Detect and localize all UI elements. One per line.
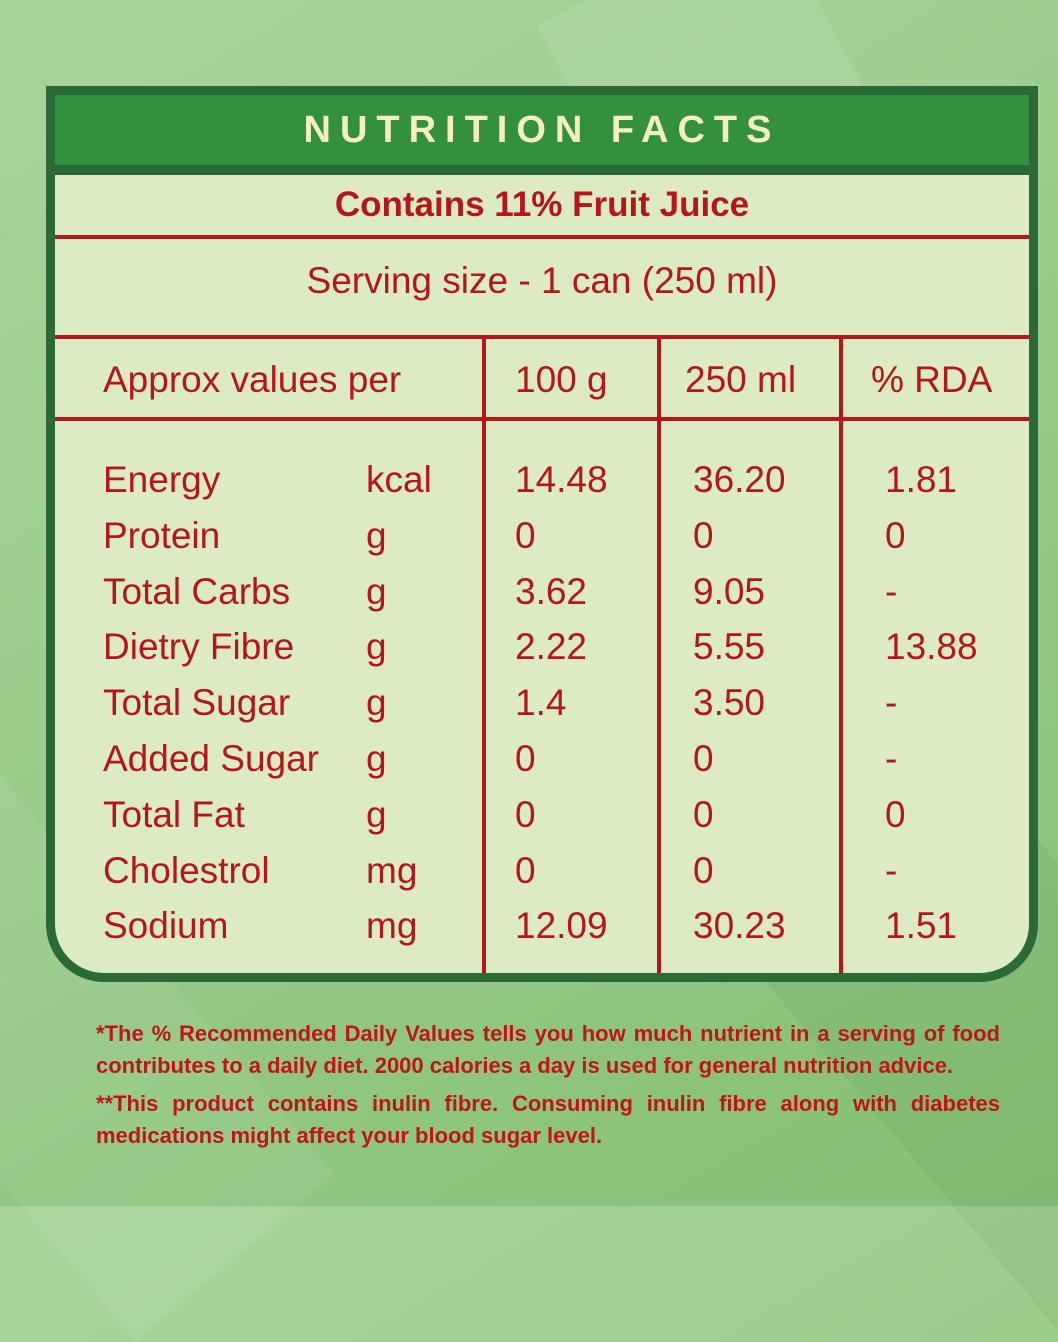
divider [55,235,1029,239]
nutrient-name: Sodium [103,905,229,947]
column-divider [482,339,486,973]
nutrient-unit: g [366,793,387,835]
table-row: Protein g 0 0 0 [55,508,1029,564]
nutrient-unit: mg [366,905,418,947]
nutrition-facts-panel: NUTRITION FACTS Contains 11% Fruit Juice… [46,86,1038,982]
column-header-250ml: 250 ml [685,359,797,400]
value-per-100g: 0 [515,738,536,779]
value-per-250ml: 0 [693,514,714,556]
value-per-250ml: 36.20 [693,459,786,500]
table-row: Total Carbs g 3.62 9.05 - [55,564,1029,620]
column-divider [839,339,843,973]
table-row: Cholestrol mg 0 0 - [55,843,1029,899]
table-row: Energy kcal 14.48 36.20 1.81 [55,452,1029,508]
value-per-250ml: 9.05 [693,570,766,612]
value-rda: - [885,682,898,724]
value-per-100g: 12.09 [515,905,608,947]
nutrient-unit: kcal [366,459,432,500]
footnotes: *The % Recommended Daily Values tells yo… [96,1018,1000,1158]
footnote-inulin: **This product contains inulin fibre. Co… [96,1091,1000,1148]
value-per-100g: 1.4 [515,682,567,724]
value-rda: - [885,570,898,612]
juice-content-label: Contains 11% Fruit Juice [334,185,750,224]
value-per-250ml: 5.55 [693,626,766,668]
table-row: Sodium mg 12.09 30.23 1.51 [55,898,1029,954]
value-rda: 0 [885,514,906,556]
value-per-100g: 0 [515,793,536,835]
value-per-250ml: 3.50 [693,682,766,724]
value-rda: 13.88 [885,626,978,668]
nutrient-unit: mg [366,849,418,891]
value-per-100g: 0 [515,849,536,891]
nutrient-name: Energy [103,459,221,500]
value-per-100g: 2.22 [515,626,588,668]
value-per-250ml: 30.23 [693,905,786,947]
value-per-250ml: 0 [693,793,714,835]
value-rda: 0 [885,793,906,835]
value-per-100g: 3.62 [515,570,588,612]
nutrient-name: Protein [103,514,221,556]
nutrient-unit: g [366,682,387,724]
value-rda: - [885,738,898,779]
value-per-250ml: 0 [693,738,714,779]
column-header-label: Approx values per [103,359,402,400]
divider [55,335,1029,339]
column-header-100g: 100 g [515,359,608,400]
table-row: Added Sugar g 0 0 - [55,731,1029,787]
value-rda: - [885,849,898,891]
nutrient-name: Total Fat [103,793,245,835]
nutrient-unit: g [366,626,387,668]
column-divider [657,339,661,973]
value-per-100g: 0 [515,514,536,556]
panel-title: NUTRITION FACTS [303,108,781,151]
nutrient-name: Dietry Fibre [103,626,295,668]
value-per-250ml: 0 [693,849,714,891]
nutrient-unit: g [366,514,387,556]
table-row: Total Fat g 0 0 0 [55,787,1029,843]
nutrient-name: Total Carbs [103,570,291,612]
nutrient-name: Cholestrol [103,849,270,891]
panel-header: NUTRITION FACTS [55,95,1029,175]
nutrient-unit: g [366,570,387,612]
table-row: Dietry Fibre g 2.22 5.55 13.88 [55,619,1029,675]
value-rda: 1.81 [885,459,958,500]
divider [55,417,1029,421]
nutrient-name: Total Sugar [103,682,291,724]
value-per-100g: 14.48 [515,459,608,500]
footnote-rda: *The % Recommended Daily Values tells yo… [96,1021,1000,1078]
nutrient-name: Added Sugar [103,738,320,779]
value-rda: 1.51 [885,905,958,947]
column-header-rda: % RDA [871,359,993,400]
serving-size-label: Serving size - 1 can (250 ml) [306,260,778,301]
table-row: Total Sugar g 1.4 3.50 - [55,675,1029,731]
nutrient-unit: g [366,738,387,779]
